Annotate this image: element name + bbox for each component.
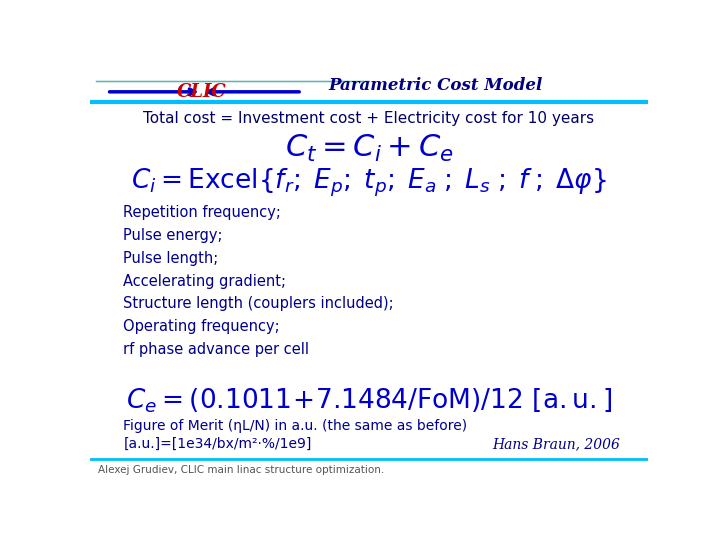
Text: Structure length (couplers included);: Structure length (couplers included); — [124, 296, 394, 312]
Text: Hans Braun, 2006: Hans Braun, 2006 — [492, 437, 620, 451]
Text: $\mathit{C}_e = (0.1011\!+\!7.1484/\mathrm{FoM})/12\ [\mathrm{a.u.}]$: $\mathit{C}_e = (0.1011\!+\!7.1484/\math… — [126, 386, 612, 414]
Text: CLIC: CLIC — [176, 83, 227, 101]
Text: [a.u.]=[1e34/bx/m²·%/1e9]: [a.u.]=[1e34/bx/m²·%/1e9] — [124, 437, 312, 451]
Text: $\mathit{C}_i = \mathrm{Excel}\{f_r\mathrm{;}\; E_p\mathrm{;}\; t_p\mathrm{;}\; : $\mathit{C}_i = \mathrm{Excel}\{f_r\math… — [131, 167, 607, 199]
Text: Accelerating gradient;: Accelerating gradient; — [124, 274, 287, 288]
Text: $\mathit{C}_t = \mathit{C}_i + \mathit{C}_e$: $\mathit{C}_t = \mathit{C}_i + \mathit{C… — [284, 132, 454, 164]
Text: Total cost = Investment cost + Electricity cost for 10 years: Total cost = Investment cost + Electrici… — [143, 111, 595, 126]
Text: rf phase advance per cell: rf phase advance per cell — [124, 342, 310, 357]
Text: Pulse length;: Pulse length; — [124, 251, 219, 266]
Text: Repetition frequency;: Repetition frequency; — [124, 205, 282, 220]
Text: Pulse energy;: Pulse energy; — [124, 228, 223, 243]
Text: Operating frequency;: Operating frequency; — [124, 319, 280, 334]
Text: Parametric Cost Model: Parametric Cost Model — [329, 77, 543, 94]
Text: Figure of Merit (ηL/N) in a.u. (the same as before): Figure of Merit (ηL/N) in a.u. (the same… — [124, 418, 467, 433]
Text: Alexej Grudiev, CLIC main linac structure optimization.: Alexej Grudiev, CLIC main linac structur… — [99, 465, 384, 475]
